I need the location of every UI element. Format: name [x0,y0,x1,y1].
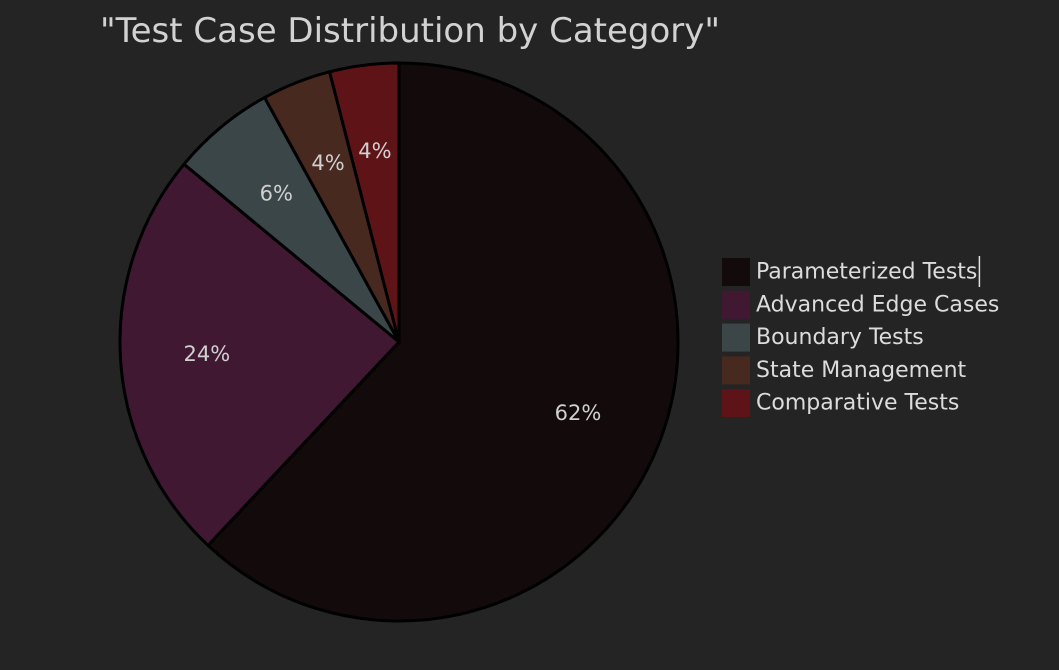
pie-slice [328,61,401,344]
chart-title: "Test Case Distribution by Category" [100,11,720,51]
legend-label: Advanced Edge Cases [756,292,999,317]
legend: Parameterized Tests Advanced Edge Cases Bo… [722,256,999,418]
legend-swatch [722,389,750,418]
legend-swatch [722,258,750,286]
legend-swatch [722,290,750,319]
pie-slice [118,162,401,547]
legend-swatch [722,356,750,385]
slice-percent-label: 4% [311,151,344,175]
pie-slices [118,61,680,623]
legend-swatch [722,323,750,352]
legend-label: State Management [756,358,967,383]
slice-percent-label: 4% [358,139,391,163]
legend-label: Parameterized Tests [756,260,977,285]
slice-percent-label: 24% [184,342,231,366]
legend-label: Boundary Tests [756,325,924,350]
pie-slice-labels: 62% 24% 6% 4% 4% [184,139,602,425]
slice-percent-label: 62% [555,401,602,425]
slice-percent-label: 6% [260,182,293,206]
pie-slice [206,61,680,623]
legend-label: Comparative Tests [756,391,959,416]
